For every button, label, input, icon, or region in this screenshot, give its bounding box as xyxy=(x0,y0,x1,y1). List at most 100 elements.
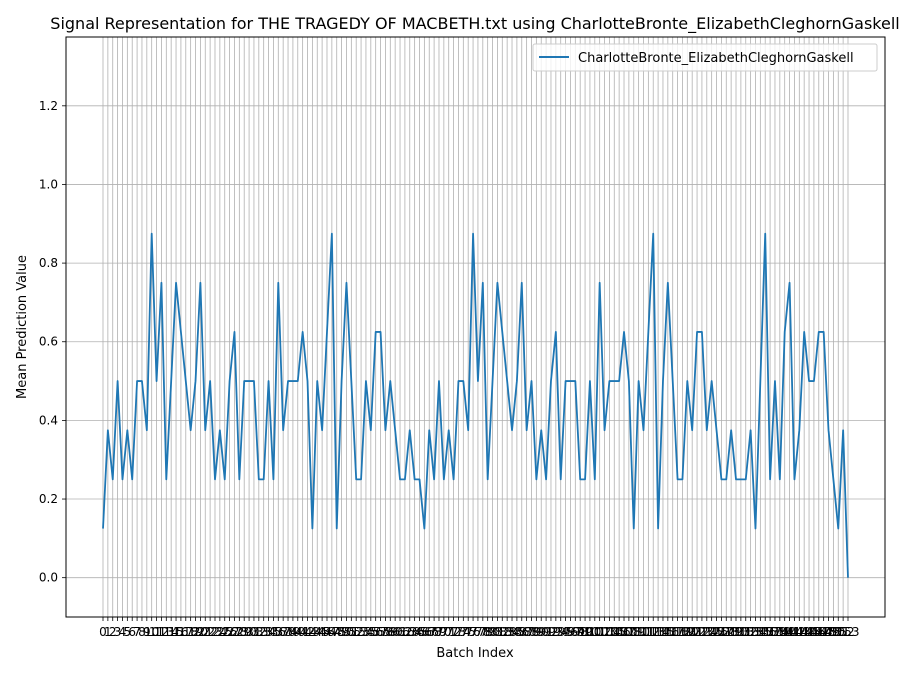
x-tick-label: 6 xyxy=(128,625,136,639)
x-tick-label: 16 xyxy=(173,625,188,639)
x-tick-label: 12 xyxy=(154,625,169,639)
x-tick-label: 42 xyxy=(300,625,315,639)
x-tick-label: 116 xyxy=(656,625,679,639)
x-tick-label: 36 xyxy=(271,625,286,639)
x-tick-label: 22 xyxy=(202,625,217,639)
x-tick-label: 65 xyxy=(412,625,427,639)
x-tick-label: 33 xyxy=(256,625,271,639)
x-tick-label: 75 xyxy=(461,625,476,639)
x-tick-label: 114 xyxy=(647,625,670,639)
y-tick-label: 0.0 xyxy=(39,571,58,585)
x-tick-label: 78 xyxy=(475,625,490,639)
x-tick-label: 124 xyxy=(695,625,718,639)
x-tick-label: 41 xyxy=(295,625,310,639)
x-tick-label: 99 xyxy=(577,625,592,639)
x-tick-label: 95 xyxy=(558,625,573,639)
x-tick-label: 73 xyxy=(451,625,466,639)
x-tick-label: 150 xyxy=(822,625,845,639)
x-tick-label: 93 xyxy=(548,625,563,639)
x-tick-label: 122 xyxy=(686,625,709,639)
x-tick-label: 131 xyxy=(729,625,752,639)
x-tick-label: 81 xyxy=(490,625,505,639)
x-tick-label: 103 xyxy=(593,625,616,639)
y-gridlines xyxy=(66,105,885,579)
x-tick-label: 104 xyxy=(598,625,621,639)
x-tick-label: 119 xyxy=(671,625,694,639)
x-tick-label: 88 xyxy=(524,625,539,639)
x-tick-label: 142 xyxy=(783,625,806,639)
x-tick-label: 37 xyxy=(276,625,291,639)
x-tick-label: 135 xyxy=(749,625,772,639)
x-tick-label: 137 xyxy=(759,625,782,639)
x-tick-label: 89 xyxy=(529,625,544,639)
legend: CharlotteBronte_ElizabethCleghornGaskell xyxy=(532,43,878,72)
x-tick-label: 61 xyxy=(392,625,407,639)
x-tick-label: 34 xyxy=(261,625,276,639)
x-tick-label: 83 xyxy=(500,625,515,639)
x-tick-label: 70 xyxy=(436,625,451,639)
x-tick-label: 133 xyxy=(739,625,762,639)
x-tick-label: 127 xyxy=(710,625,733,639)
chart-title: Signal Representation for THE TRAGEDY OF… xyxy=(50,14,899,34)
x-tick-label: 136 xyxy=(754,625,777,639)
x-tick-label: 64 xyxy=(407,625,422,639)
x-tick-label: 9 xyxy=(143,625,151,639)
x-tick-label: 80 xyxy=(485,625,500,639)
x-tick-label: 56 xyxy=(368,625,383,639)
x-tick-label: 96 xyxy=(563,625,578,639)
x-tick-label: 143 xyxy=(788,625,811,639)
x-tick-label: 132 xyxy=(734,625,757,639)
x-tick-label: 39 xyxy=(285,625,300,639)
y-tick-label: 0.4 xyxy=(39,413,58,427)
x-tick-label: 31 xyxy=(246,625,261,639)
x-tick-label: 110 xyxy=(627,625,650,639)
x-tick-label: 52 xyxy=(349,625,364,639)
x-tick-label: 46 xyxy=(319,625,334,639)
x-tick-label: 10 xyxy=(144,625,159,639)
x-tick-label: 108 xyxy=(617,625,640,639)
x-tick-label: 91 xyxy=(538,625,553,639)
y-axis-label: Mean Prediction Value xyxy=(15,255,30,399)
x-tick-label: 107 xyxy=(613,625,636,639)
x-tick-label: 86 xyxy=(514,625,529,639)
x-tick-label: 147 xyxy=(807,625,830,639)
x-tick-label: 92 xyxy=(543,625,558,639)
legend-entry-label: CharlotteBronte_ElizabethCleghornGaskell xyxy=(578,51,854,66)
x-tick-label: 82 xyxy=(495,625,510,639)
x-tick-label: 13 xyxy=(159,625,174,639)
x-tick-label: 20 xyxy=(193,625,208,639)
x-tick-label: 69 xyxy=(431,625,446,639)
x-tick-label: 130 xyxy=(725,625,748,639)
x-tick-label: 32 xyxy=(251,625,266,639)
series-line xyxy=(102,232,849,578)
x-tick-label: 139 xyxy=(768,625,791,639)
x-tick-label: 77 xyxy=(470,625,485,639)
x-tick-label: 25 xyxy=(217,625,232,639)
x-tick-label: 90 xyxy=(534,625,549,639)
x-tick-label: 14 xyxy=(164,625,179,639)
x-tick-label: 29 xyxy=(237,625,252,639)
x-tick-label: 4 xyxy=(119,625,127,639)
x-tick-label: 35 xyxy=(266,625,281,639)
x-tick-label: 38 xyxy=(280,625,295,639)
x-tick-label: 40 xyxy=(290,625,305,639)
x-tick-label: 0 xyxy=(99,625,107,639)
x-tick-label: 11 xyxy=(149,625,164,639)
x-tick-label: 59 xyxy=(383,625,398,639)
x-tick-label: 120 xyxy=(676,625,699,639)
x-tick-label: 106 xyxy=(608,625,631,639)
x-tick-label: 117 xyxy=(661,625,684,639)
x-tick-label: 49 xyxy=(334,625,349,639)
x-tick-label: 3 xyxy=(114,625,122,639)
x-tick-label: 145 xyxy=(798,625,821,639)
plot-frame xyxy=(65,36,886,618)
x-tick-label: 8 xyxy=(138,625,146,639)
y-tick-label: 1.0 xyxy=(39,177,58,191)
x-tick-label: 27 xyxy=(227,625,242,639)
x-tick-label: 76 xyxy=(465,625,480,639)
x-tick-label: 128 xyxy=(715,625,738,639)
y-tick-label: 0.8 xyxy=(39,256,58,270)
x-tick-label: 118 xyxy=(666,625,689,639)
y-axis: 0.0 0.2 0.4 0.6 0.8 1.0 1.2 xyxy=(39,99,66,585)
series-layer xyxy=(102,232,849,578)
